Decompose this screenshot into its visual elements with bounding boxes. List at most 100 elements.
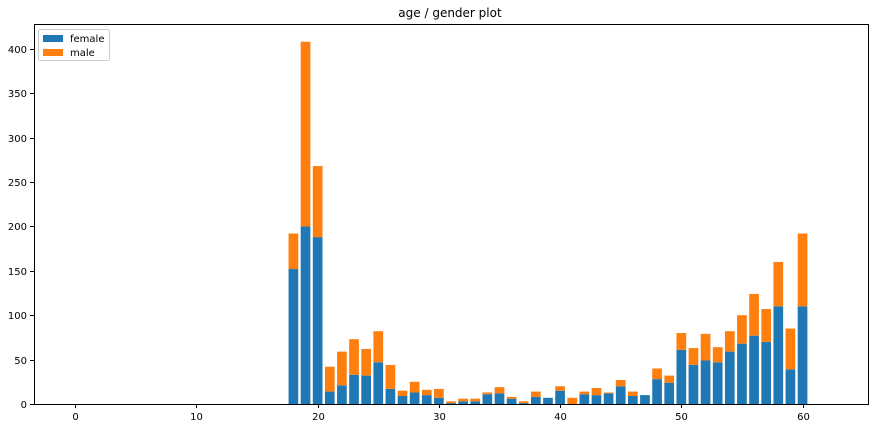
bar-female-age-33 bbox=[470, 401, 481, 404]
legend-label-female: female bbox=[70, 34, 104, 45]
bar-male-age-37 bbox=[518, 401, 529, 404]
bar-male-age-60 bbox=[797, 233, 808, 307]
bar-male-age-51 bbox=[688, 348, 699, 365]
bar-female-age-59 bbox=[785, 369, 796, 404]
axes-layer: 0 10 20 30 40 50 60 0 50 100 150 200 250 300 350 400 bbox=[8, 24, 869, 423]
y-tick-label: 300 bbox=[8, 134, 27, 145]
bar-female-age-32 bbox=[458, 401, 468, 404]
bar-female-age-29 bbox=[421, 395, 432, 404]
bar-female-age-55 bbox=[737, 343, 747, 404]
legend: female male bbox=[38, 29, 110, 61]
bar-male-age-59 bbox=[785, 328, 796, 370]
bar-female-age-34 bbox=[482, 394, 493, 404]
bar-male-age-21 bbox=[324, 366, 335, 392]
bar-male-age-34 bbox=[482, 392, 493, 395]
y-tick-label: 50 bbox=[14, 356, 27, 367]
bar-male-age-55 bbox=[737, 315, 747, 344]
bar-female-age-50 bbox=[676, 349, 687, 404]
bar-male-age-50 bbox=[676, 332, 687, 350]
bar-female-age-31 bbox=[446, 403, 456, 404]
y-tick-label: 250 bbox=[8, 178, 27, 189]
bar-male-age-52 bbox=[700, 333, 711, 361]
axes-frame bbox=[34, 24, 869, 405]
bar-male-age-41 bbox=[567, 397, 578, 404]
y-tick-label: 150 bbox=[8, 267, 27, 278]
bar-male-age-54 bbox=[724, 331, 735, 352]
bar-male-age-26 bbox=[385, 364, 396, 389]
bar-male-age-22 bbox=[337, 351, 347, 386]
bar-female-age-51 bbox=[688, 364, 699, 404]
bar-male-age-49 bbox=[664, 375, 675, 383]
chart-title: age / gender plot bbox=[398, 6, 502, 20]
bar-male-age-38 bbox=[531, 391, 541, 397]
bar-female-age-54 bbox=[724, 351, 735, 404]
bar-female-age-44 bbox=[603, 393, 614, 404]
bar-female-age-48 bbox=[652, 379, 662, 404]
bar-male-age-57 bbox=[761, 309, 772, 342]
bar-female-age-19 bbox=[300, 226, 311, 404]
bar-male-age-36 bbox=[506, 396, 517, 399]
bar-male-age-35 bbox=[494, 387, 505, 394]
x-tick-label: 30 bbox=[433, 412, 446, 423]
bar-female-age-22 bbox=[337, 385, 347, 404]
y-tick-label: 100 bbox=[8, 311, 27, 322]
bars-layer bbox=[288, 41, 808, 404]
bar-female-age-21 bbox=[324, 391, 335, 404]
bar-male-age-44 bbox=[603, 392, 614, 394]
bar-male-age-23 bbox=[349, 339, 359, 375]
bar-male-age-48 bbox=[652, 368, 662, 380]
bar-female-age-35 bbox=[494, 393, 505, 404]
bar-female-age-45 bbox=[615, 386, 626, 404]
bar-male-age-19 bbox=[300, 41, 311, 227]
bar-female-age-58 bbox=[773, 306, 784, 404]
bar-female-age-43 bbox=[591, 395, 602, 404]
legend-label-male: male bbox=[70, 48, 95, 59]
x-tick-label: 40 bbox=[554, 412, 567, 423]
bar-female-age-47 bbox=[640, 395, 650, 404]
bar-male-age-43 bbox=[591, 388, 602, 396]
legend-swatch-female bbox=[43, 35, 63, 42]
bar-male-age-33 bbox=[470, 398, 481, 402]
legend-swatch-male bbox=[43, 49, 63, 56]
bar-female-age-49 bbox=[664, 382, 675, 404]
bar-female-age-28 bbox=[409, 392, 420, 404]
y-tick-label: 200 bbox=[8, 222, 27, 233]
bar-female-age-53 bbox=[712, 362, 723, 404]
bar-female-age-56 bbox=[749, 335, 759, 404]
bar-male-age-27 bbox=[397, 390, 408, 397]
bar-female-age-46 bbox=[627, 396, 638, 404]
bar-male-age-46 bbox=[627, 391, 638, 397]
y-tick-label: 350 bbox=[8, 89, 27, 100]
bar-male-age-24 bbox=[361, 348, 371, 376]
bar-male-age-32 bbox=[458, 398, 468, 402]
bar-female-age-24 bbox=[361, 375, 371, 404]
bar-male-age-58 bbox=[773, 261, 784, 307]
bar-male-age-20 bbox=[312, 166, 323, 238]
bar-female-age-23 bbox=[349, 374, 359, 404]
x-tick-label: 0 bbox=[72, 412, 78, 423]
bar-female-age-38 bbox=[531, 396, 541, 404]
x-tick-label: 10 bbox=[190, 412, 203, 423]
bar-female-age-30 bbox=[434, 397, 444, 404]
bar-male-age-56 bbox=[749, 293, 759, 336]
bar-female-age-20 bbox=[312, 237, 323, 404]
y-tick-label: 400 bbox=[8, 45, 27, 56]
bar-female-age-27 bbox=[397, 396, 408, 404]
bar-male-age-40 bbox=[555, 386, 565, 391]
bar-female-age-42 bbox=[579, 394, 590, 404]
bar-female-age-26 bbox=[385, 388, 396, 404]
bar-female-age-60 bbox=[797, 306, 808, 404]
bar-male-age-42 bbox=[579, 391, 590, 395]
bar-female-age-39 bbox=[543, 397, 553, 404]
bar-female-age-36 bbox=[506, 398, 517, 404]
bar-male-age-45 bbox=[615, 380, 626, 387]
y-tick-label: 0 bbox=[21, 400, 27, 411]
bar-male-age-25 bbox=[373, 331, 384, 363]
x-tick-label: 20 bbox=[312, 412, 325, 423]
bar-female-age-52 bbox=[700, 360, 711, 404]
bar-male-age-30 bbox=[434, 388, 444, 398]
bar-female-age-37 bbox=[518, 403, 529, 404]
bar-female-age-40 bbox=[555, 390, 565, 404]
